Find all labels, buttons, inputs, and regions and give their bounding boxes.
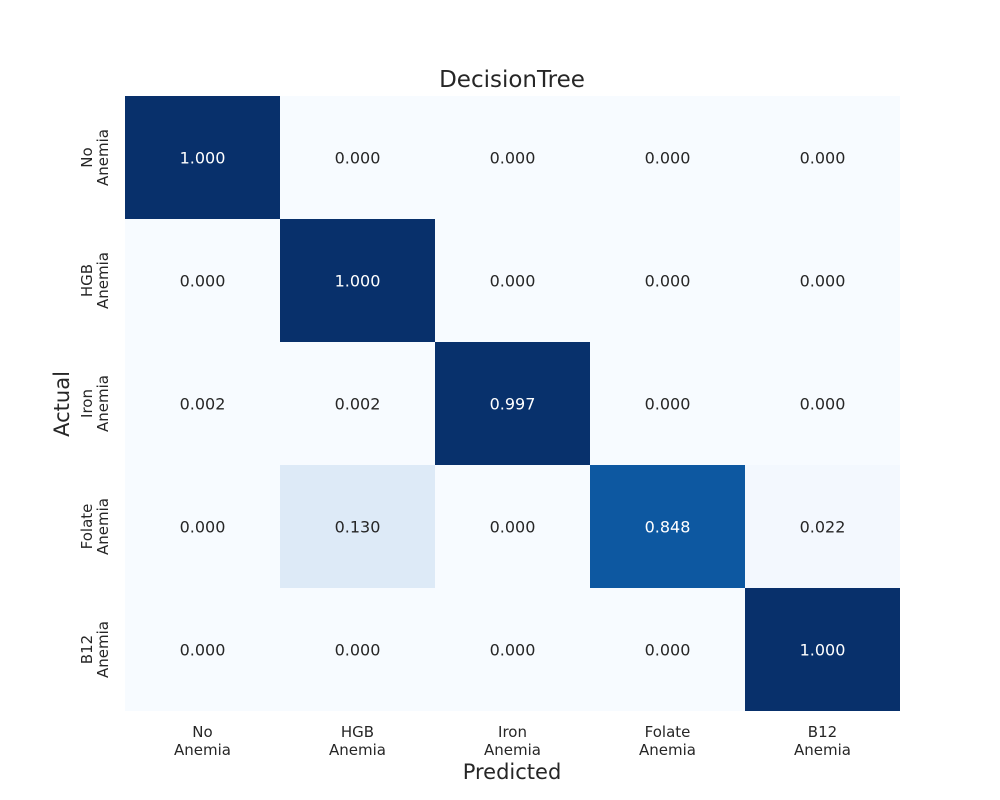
x-tick-label: Folate Anemia [639, 723, 696, 759]
heatmap-cell [590, 588, 745, 711]
y-tick-label: NoAnemia [78, 129, 112, 186]
heatmap-cell [590, 96, 745, 219]
heatmap-cell-value: 0.000 [800, 395, 846, 414]
heatmap-cell-value: 0.997 [490, 395, 536, 414]
heatmap-cell [435, 219, 590, 342]
heatmap-cell [590, 465, 745, 588]
heatmap-cell [745, 219, 900, 342]
heatmap-cell-value: 0.000 [490, 641, 536, 660]
heatmap-cell [125, 342, 280, 465]
heatmap-cell-value: 0.000 [335, 641, 381, 660]
heatmap-cell-value: 0.000 [800, 149, 846, 168]
heatmap-cell-value: 0.000 [800, 272, 846, 291]
x-tick-label: Iron Anemia [484, 723, 541, 759]
heatmap-cell [435, 465, 590, 588]
heatmap-cell-value: 0.000 [490, 272, 536, 291]
x-tick-label: B12 Anemia [794, 723, 851, 759]
heatmap-cell-value: 0.000 [645, 395, 691, 414]
heatmap-cell [280, 342, 435, 465]
heatmap-cell-value: 0.002 [180, 395, 226, 414]
y-tick-label: B12Anemia [78, 621, 112, 678]
heatmap-cell [280, 96, 435, 219]
y-tick-label: IronAnemia [78, 375, 112, 432]
heatmap-cell [745, 465, 900, 588]
heatmap-cell [280, 465, 435, 588]
heatmap-cell [435, 96, 590, 219]
heatmap-cell-labels: 1.000 0.000 0.000 0.000 0.000 0.000 1.000 0.000… [180, 149, 846, 660]
heatmap-cell [125, 219, 280, 342]
heatmap-cell-value: 1.000 [335, 272, 381, 291]
heatmap-cell-value: 0.000 [335, 149, 381, 168]
heatmap-cell [435, 342, 590, 465]
heatmap-cell-value: 1.000 [180, 149, 226, 168]
heatmap-cell [280, 219, 435, 342]
heatmap-cell-value: 0.022 [800, 518, 846, 537]
chart-title: DecisionTree [439, 67, 585, 93]
heatmap-cell-value: 0.848 [645, 518, 691, 537]
y-axis-label: Actual [50, 371, 74, 437]
x-tick-label: HGB Anemia [329, 723, 386, 759]
y-axis-tick-labels: NoAnemia HGBAnemia IronAnemia FolateAnemia B… [78, 129, 112, 678]
heatmap-cells [125, 96, 900, 711]
heatmap-cell-value: 0.000 [180, 518, 226, 537]
heatmap-cell [280, 588, 435, 711]
heatmap-cell [745, 96, 900, 219]
heatmap-cell-value: 0.000 [645, 641, 691, 660]
heatmap-cell [125, 588, 280, 711]
heatmap-cell-value: 0.000 [490, 149, 536, 168]
heatmap-cell-value: 0.000 [645, 149, 691, 168]
heatmap-cell-value: 0.000 [180, 272, 226, 291]
heatmap-cell-value: 0.130 [335, 518, 381, 537]
heatmap-cell-value: 0.000 [180, 641, 226, 660]
y-tick-label: FolateAnemia [78, 498, 112, 555]
x-axis-label: Predicted [463, 760, 562, 784]
heatmap-cell [745, 588, 900, 711]
heatmap-cell [125, 465, 280, 588]
heatmap-cell [745, 342, 900, 465]
heatmap-cell-value: 0.000 [645, 272, 691, 291]
heatmap-cell-value: 0.000 [490, 518, 536, 537]
y-tick-label: HGBAnemia [78, 252, 112, 309]
x-tick-label: No Anemia [174, 723, 231, 759]
heatmap-cell [435, 588, 590, 711]
heatmap-cell-value: 0.002 [335, 395, 381, 414]
heatmap-cell-value: 1.000 [800, 641, 846, 660]
heatmap-cell [590, 219, 745, 342]
x-axis-tick-labels: No Anemia HGB Anemia Iron Anemia Folate Anemia B… [174, 723, 851, 759]
heatmap-cell [125, 96, 280, 219]
heatmap-cell [590, 342, 745, 465]
